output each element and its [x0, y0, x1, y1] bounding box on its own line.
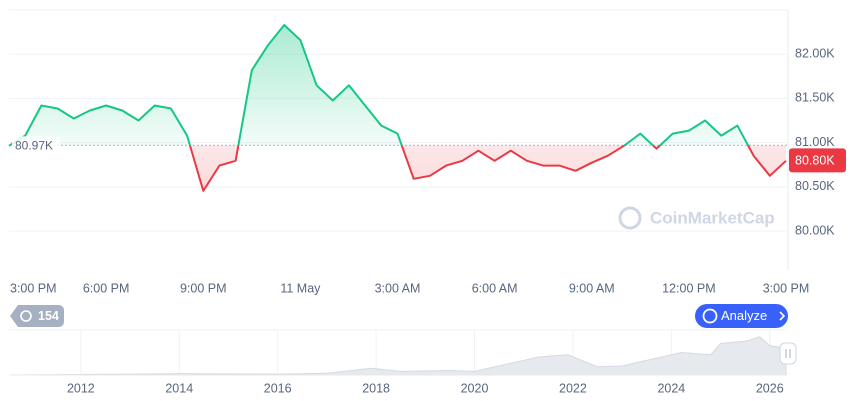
last-price-label: 80.80K — [795, 154, 835, 168]
y-tick-label: 80.50K — [795, 179, 835, 193]
badge[interactable]: 154 — [10, 305, 64, 327]
navigator-handle[interactable] — [779, 342, 797, 365]
y-tick-label: 82.00K — [795, 47, 835, 61]
x-tick-label: 12:00 PM — [662, 281, 716, 295]
watermark: CoinMarketCap — [618, 206, 775, 230]
badge-text: 154 — [38, 309, 59, 323]
y-tick-label: 81.00K — [795, 135, 835, 149]
y-tick-label: 81.50K — [795, 91, 835, 105]
x-tick-label: 6:00 AM — [472, 281, 518, 295]
x-tick-label: 3:00 AM — [375, 281, 421, 295]
price-line — [8, 24, 787, 192]
navigator-area — [8, 336, 787, 376]
watermark-text: CoinMarketCap — [650, 208, 775, 227]
x-tick-label: 2016 — [264, 381, 292, 395]
y-tick-label: 80.00K — [795, 223, 835, 237]
x-tick-label: 9:00 PM — [180, 281, 227, 295]
x-tick-label: 11 May — [280, 281, 321, 295]
x-tick-label: 2020 — [461, 381, 489, 395]
last-price-bg — [789, 148, 846, 173]
x-tick-label: 2018 — [362, 381, 390, 395]
analyze-button[interactable]: Analyze — [695, 304, 788, 328]
baseline-label: 80.97K — [15, 138, 53, 152]
x-tick-label: 9:00 AM — [569, 281, 615, 295]
x-tick-label: 2022 — [559, 381, 587, 395]
x-tick-label: 6:00 PM — [83, 281, 130, 295]
x-tick-label: 2026 — [756, 381, 784, 395]
baseline-label-bg — [12, 136, 60, 155]
x-tick-label: 3:00 PM — [10, 281, 57, 295]
x-tick-label: 3:00 PM — [763, 281, 810, 295]
x-tick-label: 2014 — [165, 381, 193, 395]
x-tick-label: 2012 — [67, 381, 95, 395]
x-tick-label: 2024 — [657, 381, 685, 395]
button-text: Analyze — [721, 308, 767, 323]
area — [9, 25, 786, 191]
